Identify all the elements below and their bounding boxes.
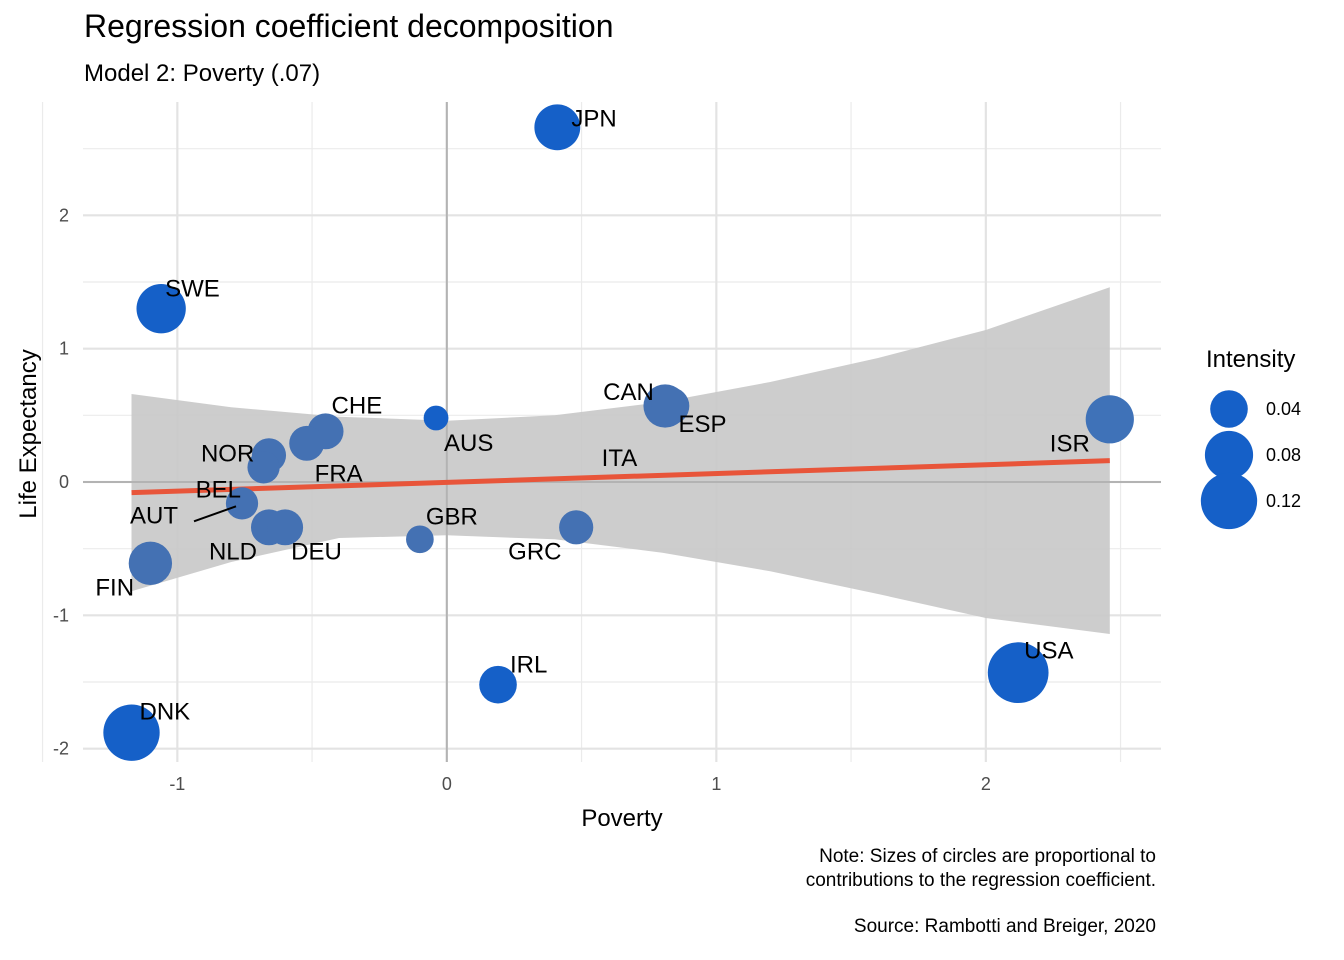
point-label-aus: AUS: [444, 430, 493, 457]
data-point-esp: [651, 387, 690, 425]
data-point-dnk: [103, 704, 160, 761]
data-point-swe: [136, 284, 186, 334]
x-tick-label: 0: [442, 774, 452, 794]
data-point-isr: [1085, 395, 1134, 444]
data-point-fra: [289, 425, 325, 461]
point-label-nor: NOR: [201, 440, 254, 467]
data-point-irl: [479, 665, 517, 704]
regression-line: [131, 458, 1110, 496]
confidence-band-area: [131, 287, 1110, 634]
caption-source: Source: Rambotti and Breiger, 2020: [853, 916, 1156, 937]
legend-key-0.08: [1204, 430, 1254, 480]
y-tick-label: -1: [53, 605, 69, 625]
data-point-aus: [423, 405, 449, 431]
point-label-can: CAN: [603, 379, 654, 406]
y-tick-label: -2: [53, 739, 69, 759]
legend-label-0.08: 0.08: [1266, 445, 1301, 465]
point-label-irl: IRL: [510, 652, 547, 679]
confidence-band: [131, 287, 1110, 634]
data-point-fin: [128, 541, 173, 586]
point-label-fra: FRA: [315, 460, 363, 487]
data-point-grc: [559, 510, 594, 545]
legend: Intensity 0.04 0.08 0.12: [1200, 346, 1301, 530]
x-tick-label: 1: [711, 774, 721, 794]
data-point-gbr: [406, 525, 434, 554]
data-point-usa: [987, 642, 1049, 704]
point-label-usa: USA: [1024, 638, 1073, 665]
point-label-fin: FIN: [95, 574, 134, 601]
legend-key-0.12: [1200, 472, 1258, 530]
data-point-jpn: [534, 104, 581, 151]
point-label-esp: ESP: [679, 411, 727, 438]
point-label-bel: BEL: [196, 476, 241, 503]
point-label-che: CHE: [332, 392, 383, 419]
caption: Note: Sizes of circles are proportional …: [806, 845, 1156, 939]
regression-line-path: [131, 458, 1110, 496]
point-label-swe: SWE: [165, 276, 220, 303]
caption-note-line2: contributions to the regression coeffici…: [805, 870, 1156, 891]
x-tick-label: -1: [169, 774, 185, 794]
y-tick-label: 1: [59, 339, 69, 359]
data-point-aut: [225, 487, 259, 520]
caption-note-line1: Note: Sizes of circles are proportional …: [819, 846, 1156, 867]
point-label-aut: AUT: [130, 502, 178, 529]
data-points: [103, 104, 1134, 761]
legend-key-0.04: [1210, 390, 1248, 428]
chart-subtitle: Model 2: Poverty (.07): [84, 60, 321, 87]
legend-label-0.12: 0.12: [1266, 491, 1301, 511]
point-label-gbr: GBR: [426, 503, 478, 530]
point-labels: JPN SWE CAN ESP CHE AUS NOR FRA BEL ITA ISR AUT NLD D…: [95, 105, 1089, 725]
point-label-nld: NLD: [209, 538, 257, 565]
point-label-ita: ITA: [602, 445, 638, 472]
y-tick-label: 0: [59, 472, 69, 492]
y-tick-label: 2: [59, 205, 69, 225]
chart-title: Regression coefficient decomposition: [84, 8, 614, 44]
point-label-deu: DEU: [291, 538, 342, 565]
point-label-isr: ISR: [1050, 430, 1090, 457]
data-point-bel: [247, 451, 280, 484]
x-tick-label: 2: [981, 774, 991, 794]
point-label-dnk: DNK: [140, 699, 191, 726]
y-axis-title: Life Expectancy: [15, 349, 42, 518]
legend-label-0.04: 0.04: [1266, 399, 1301, 419]
x-axis-title: Poverty: [581, 805, 662, 832]
point-label-jpn: JPN: [571, 105, 616, 132]
point-label-grc: GRC: [508, 538, 561, 565]
data-point-deu: [267, 509, 304, 546]
legend-title: Intensity: [1206, 346, 1295, 373]
aut-label-leader: [193, 505, 237, 523]
tick-labels: -1 0 1 2 -2 -1 0 1 2: [53, 205, 991, 794]
